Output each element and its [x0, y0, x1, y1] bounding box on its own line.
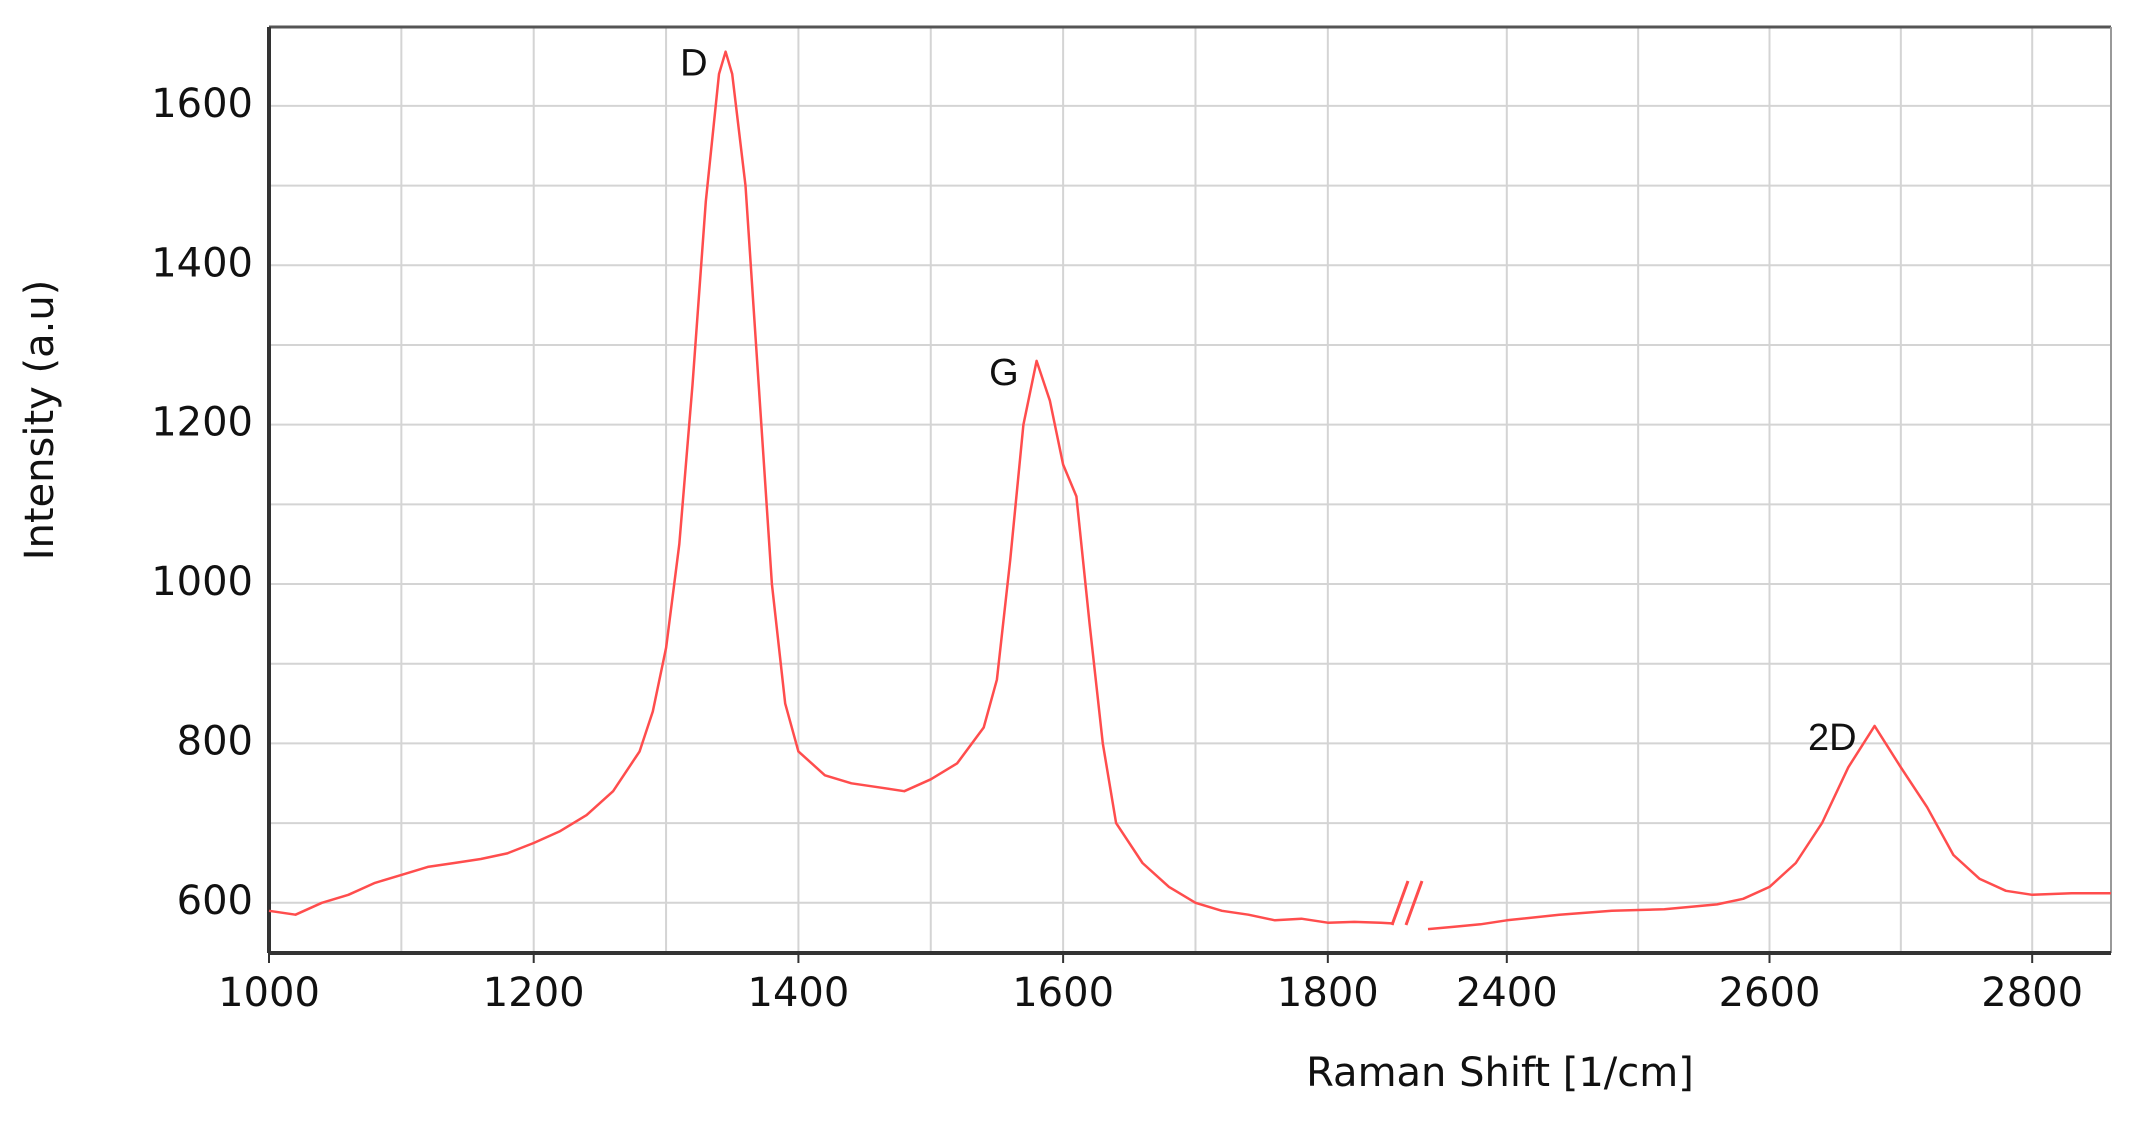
peak-annotation: 2D: [1808, 717, 1857, 759]
y-tick-label: 1600: [151, 81, 253, 127]
y-tick-label: 1400: [151, 240, 253, 286]
x-tick-label: 1600: [1012, 970, 1114, 1016]
y-tick-label: 1200: [151, 400, 253, 446]
axis-break: [1404, 880, 1424, 926]
plot-area: 600 800 1000 1200 1400 1600 1000 1200 1400 1600 18…: [151, 25, 2112, 1016]
x-tick-label: 1000: [218, 970, 320, 1016]
y-axis-title: Intensity (a.u): [17, 280, 63, 561]
spectrum-line: [1427, 724, 2111, 931]
x-tick-label: 2600: [1719, 970, 1821, 1016]
y-tick-label: 800: [177, 718, 253, 764]
x-tick-label: 2800: [1981, 970, 2083, 1016]
x-axis-title: Raman Shift [1/cm]: [1306, 1050, 1694, 1096]
x-tick-label: 1800: [1277, 970, 1379, 1016]
peak-annotation: D: [680, 43, 707, 85]
x-tick-label: 2400: [1456, 970, 1558, 1016]
peak-annotation: G: [989, 352, 1019, 394]
x-tick-label: 1200: [483, 970, 585, 1016]
axis-break: [1390, 880, 1410, 926]
x-tick-label: 1400: [748, 970, 850, 1016]
spectrum-line: [268, 50, 1395, 925]
y-tick-label: 600: [177, 878, 253, 924]
y-tick-label: 1000: [151, 559, 253, 605]
